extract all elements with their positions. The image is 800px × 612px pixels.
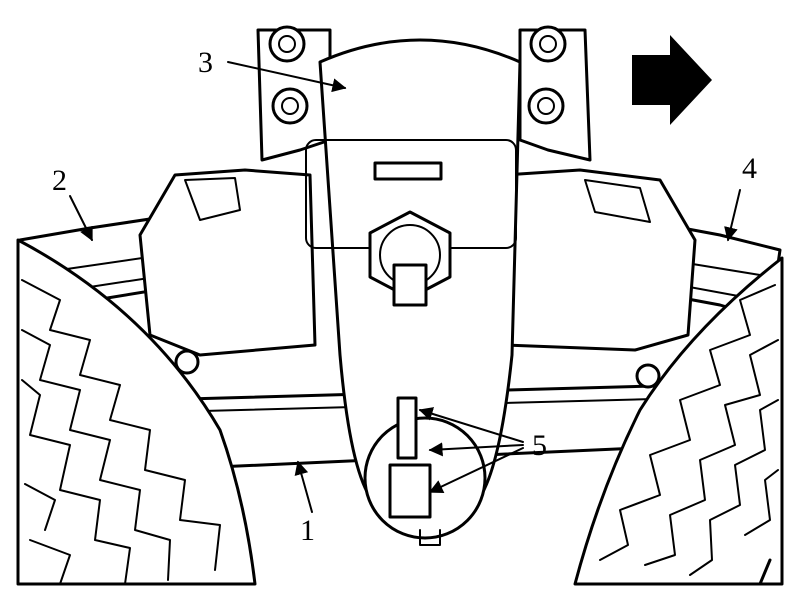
gauge-window xyxy=(373,161,443,181)
pointer-needle xyxy=(396,396,418,460)
pointer-block xyxy=(388,463,432,519)
bracket-nut xyxy=(635,363,661,389)
bracket-nut xyxy=(174,349,200,375)
mount-bolt xyxy=(527,87,565,125)
mount-bolt xyxy=(271,87,309,125)
left-support-bracket xyxy=(138,168,317,375)
leader-lines xyxy=(69,61,741,513)
mount-bolt xyxy=(268,25,306,63)
callout-1: 1 xyxy=(300,514,315,547)
right-wheel xyxy=(573,256,784,586)
adjusting-nut xyxy=(368,210,452,307)
gauge-plate xyxy=(305,38,522,546)
callout-2: 2 xyxy=(52,164,67,197)
callout-4: 4 xyxy=(742,152,757,185)
upper-mount-bracket xyxy=(256,25,592,162)
right-arrow-icon xyxy=(632,35,712,125)
right-support-bracket xyxy=(503,168,697,389)
mount-bolt xyxy=(529,25,567,63)
left-wheel xyxy=(16,238,257,586)
callout-5: 5 xyxy=(532,429,547,462)
callout-3: 3 xyxy=(198,46,213,79)
